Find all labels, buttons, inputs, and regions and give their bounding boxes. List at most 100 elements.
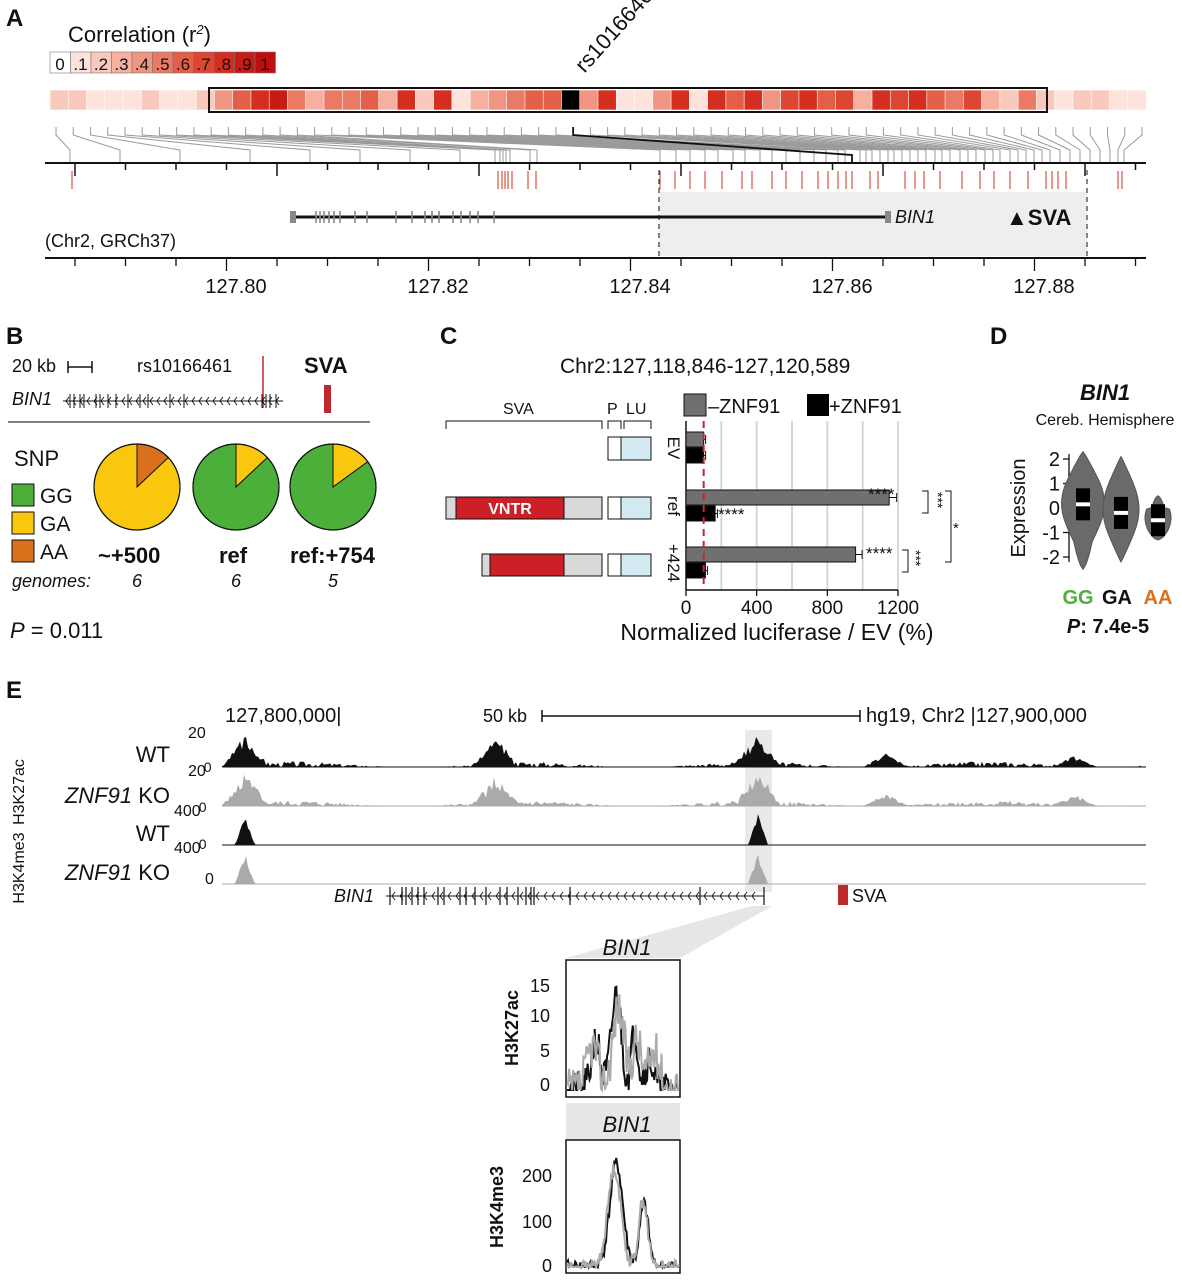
sva-segment xyxy=(445,496,457,520)
coord-left-label: 127,800,000| xyxy=(225,705,341,727)
x-tick-label: 1200 xyxy=(877,598,919,619)
legend-swatch-aa xyxy=(11,539,35,563)
legend-swatch-ga xyxy=(11,511,35,535)
ld-cell xyxy=(1090,89,1111,111)
construct-424 xyxy=(481,553,652,577)
bracket-lu xyxy=(623,420,652,429)
ld-cell xyxy=(561,89,581,111)
snp-connector xyxy=(227,127,504,163)
strand-arrow xyxy=(751,891,756,901)
strand-arrow xyxy=(439,891,444,901)
ld-cell xyxy=(835,89,855,111)
snp-connector xyxy=(865,127,986,163)
ld-cell xyxy=(597,89,618,111)
x-tick-label: 400 xyxy=(741,598,773,619)
strand-arrow xyxy=(687,891,692,901)
zoom-bottom-ytick-200: 200 xyxy=(522,1166,552,1186)
legend-value-label: .9 xyxy=(237,55,251,74)
pie-label-500: ~+500 xyxy=(98,543,160,568)
snp-connector xyxy=(813,127,961,163)
strand-arrow xyxy=(447,891,452,901)
snp-connector xyxy=(141,127,361,163)
category-label: EV xyxy=(664,437,683,460)
ld-cell xyxy=(287,89,307,111)
snp-connector xyxy=(89,127,181,163)
snp-connector xyxy=(676,127,895,163)
bar xyxy=(685,562,706,579)
ld-cell xyxy=(1072,89,1093,111)
strand-arrow xyxy=(455,891,460,901)
snp-connector xyxy=(210,127,501,163)
snp-connector xyxy=(348,127,691,163)
bin1-gene-label-e: BIN1 xyxy=(334,886,374,906)
sig-bracket-ref xyxy=(922,490,929,514)
snp-connector xyxy=(451,127,773,163)
zoom-top-signal xyxy=(566,985,679,1094)
strand-arrow xyxy=(142,396,147,406)
promoter-box xyxy=(607,496,622,520)
strand-arrow xyxy=(72,396,77,406)
strand-arrow xyxy=(65,396,70,406)
ld-cell xyxy=(250,89,271,111)
coord-axis-ticks xyxy=(74,258,1137,271)
sig-bracket-424 xyxy=(902,549,909,573)
strand-arrow xyxy=(543,891,548,901)
ld-cell xyxy=(122,89,143,111)
snp-connector xyxy=(262,127,511,163)
ld-cell xyxy=(689,89,709,111)
legend-value-label: .1 xyxy=(73,55,87,74)
strand-arrow xyxy=(191,396,196,406)
ld-cell xyxy=(451,89,471,111)
zoom-bottom-ytick-100: 100 xyxy=(522,1212,552,1232)
strand-arrow xyxy=(511,891,516,901)
snp-connector xyxy=(1038,127,1071,163)
track-ko-h3k4me3-label: ZNF91 KO xyxy=(64,860,170,885)
genotype-pie-charts xyxy=(93,443,377,531)
coord-right-label: hg19, Chr2 |127,900,000 xyxy=(866,705,1087,727)
group-label-aa: AA xyxy=(1144,587,1173,609)
snp-connector xyxy=(934,127,1019,163)
snp-connector xyxy=(176,127,461,163)
bracket-p xyxy=(607,420,622,429)
ld-cell xyxy=(908,89,928,111)
strand-arrow xyxy=(226,396,231,406)
strand-arrow xyxy=(599,891,604,901)
panel-d-title: BIN1 xyxy=(1080,380,1130,405)
sva-region-shade xyxy=(659,192,1087,256)
strand-arrow xyxy=(177,396,182,406)
strand-arrow xyxy=(121,396,126,406)
vntr-label: VNTR xyxy=(488,501,532,518)
ld-cell xyxy=(1127,89,1147,111)
luciferase-box xyxy=(620,436,652,461)
bar xyxy=(685,431,705,448)
bar xyxy=(685,489,890,506)
snp-connector xyxy=(762,127,936,163)
snp-connector xyxy=(969,127,1035,163)
snp-connector xyxy=(417,127,746,163)
bin1-gene-end xyxy=(885,211,891,223)
snp-connector xyxy=(245,127,507,163)
ld-cell xyxy=(1054,89,1074,111)
ld-cell xyxy=(195,89,216,111)
strand-arrow xyxy=(623,891,628,901)
panel-c-letter: C xyxy=(440,323,457,350)
snp-connector xyxy=(1107,127,1111,163)
ld-cell xyxy=(1017,89,1038,111)
ld-cell xyxy=(469,89,490,111)
strand-arrow xyxy=(487,891,492,901)
strand-arrow xyxy=(647,891,652,901)
panel-d-letter: D xyxy=(990,323,1007,350)
strand-arrow xyxy=(607,891,612,901)
snp-connector xyxy=(124,127,311,163)
strand-arrow xyxy=(615,891,620,901)
strand-arrow xyxy=(128,396,133,406)
ld-cell xyxy=(488,89,508,111)
sig-ref-424: * xyxy=(953,520,959,537)
strand-arrow xyxy=(247,396,252,406)
bracket-sva xyxy=(445,420,603,429)
bin1-model-e-marks xyxy=(389,887,765,905)
ld-cell xyxy=(670,89,691,111)
ld-cell xyxy=(1036,89,1056,111)
ld-cell xyxy=(999,89,1019,111)
strand-arrow xyxy=(575,891,580,901)
